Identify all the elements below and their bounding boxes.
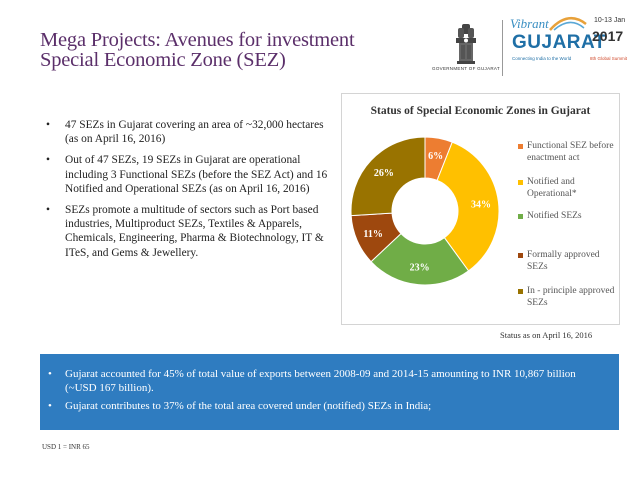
logo-arc-icon: [549, 17, 587, 31]
legend-label: Notified and Operational*: [527, 177, 577, 199]
status-note: Status as on April 16, 2016: [500, 330, 593, 340]
header-divider: [502, 20, 503, 76]
legend-item: Notified and Operational*: [518, 177, 617, 200]
legend-label: Notified SEZs: [527, 211, 582, 221]
sez-facts-list: 47 SEZs in Gujarat covering an area of ~…: [40, 118, 330, 267]
logo-gujarat: GUJARAT: [512, 32, 606, 53]
logo-summit: 8th Global Summit: [590, 56, 628, 61]
donut-slice: [350, 136, 426, 217]
logo-tagline: Connecting India to the World: [512, 56, 572, 61]
currency-footnote: USD 1 = INR 65: [42, 443, 90, 451]
slice-label: 6%: [428, 151, 443, 162]
chart-title: Status of Special Economic Zones in Guja…: [370, 105, 591, 117]
legend-item: Formally approved SEZs: [518, 250, 617, 273]
list-item: Gujarat accounted for 45% of total value…: [40, 367, 610, 395]
logo-date: 10-13 Jan: [594, 17, 626, 24]
legend-swatch: [518, 253, 523, 258]
highlights-box: Gujarat accounted for 45% of total value…: [40, 354, 619, 430]
slice-label: 23%: [410, 263, 430, 274]
legend-swatch: [518, 180, 523, 185]
highlights-list: Gujarat accounted for 45% of total value…: [40, 367, 610, 417]
list-item: Out of 47 SEZs, 19 SEZs in Gujarat are o…: [40, 153, 330, 196]
page-title: Mega Projects: Avenues for investment Sp…: [40, 29, 355, 71]
list-item: 47 SEZs in Gujarat covering an area of ~…: [40, 118, 330, 146]
logo-vibrant: Vibrant: [510, 16, 549, 31]
government-emblem-icon: [456, 24, 476, 64]
title-line-2: Special Economic Zone (SEZ): [40, 49, 286, 71]
slice-label: 26%: [374, 168, 394, 179]
title-line-1: Mega Projects: Avenues for investment: [40, 29, 355, 51]
list-item: Gujarat contributes to 37% of the total …: [40, 399, 610, 413]
donut-slice: [436, 141, 500, 272]
legend-item: Functional SEZ before enactment act: [518, 141, 617, 164]
logo-year: 2017: [592, 28, 624, 44]
legend-label: Formally approved SEZs: [527, 250, 600, 272]
legend-swatch: [518, 289, 523, 294]
legend-label: Functional SEZ before enactment act: [527, 141, 614, 163]
donut-chart: 6% 34% 23% 11% 26%: [350, 136, 500, 286]
legend-swatch: [518, 214, 523, 219]
legend-label: In - principle approved SEZs: [527, 286, 615, 308]
slice-label: 11%: [363, 229, 382, 240]
government-label: GOVERNMENT OF GUJARAT: [432, 66, 500, 71]
sez-status-chart: Status of Special Economic Zones in Guja…: [341, 93, 620, 325]
donut-slice: [370, 232, 470, 286]
legend-item: Notified SEZs: [518, 211, 617, 223]
slice-label: 34%: [471, 199, 491, 210]
legend-swatch: [518, 144, 523, 149]
legend-item: In - principle approved SEZs: [518, 286, 617, 309]
list-item: SEZs promote a multitude of sectors such…: [40, 203, 330, 260]
